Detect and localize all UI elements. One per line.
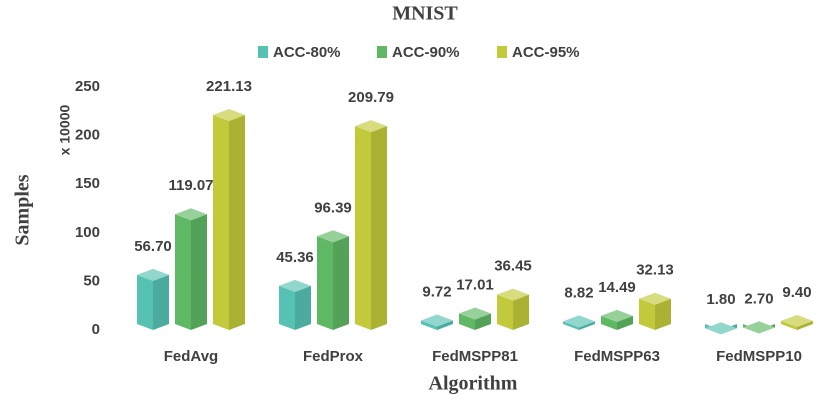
bar — [601, 309, 633, 330]
bar-top — [781, 314, 813, 327]
bar-top — [459, 307, 491, 320]
value-label: 2.70 — [744, 290, 773, 307]
bar-front — [213, 115, 229, 330]
legend-swatch — [258, 46, 268, 58]
bar — [563, 315, 595, 330]
bar-top — [497, 288, 529, 301]
legend-label: ACC-95% — [512, 44, 580, 61]
bar-side — [295, 285, 311, 330]
bar-top — [213, 109, 245, 122]
value-label: 119.07 — [168, 177, 213, 194]
bar-top — [317, 230, 349, 243]
bar-front — [317, 236, 333, 330]
bar-side — [655, 298, 671, 330]
x-tick-label: FedAvg — [164, 348, 218, 365]
value-label: 221.13 — [206, 78, 252, 95]
bar — [317, 230, 349, 330]
y-tick-label: 50 — [83, 272, 100, 289]
legend-swatch — [377, 46, 387, 58]
legend-label: ACC-90% — [392, 44, 460, 61]
y-tick-label: 250 — [75, 78, 100, 95]
bar-front — [459, 313, 475, 330]
bar-side — [153, 274, 169, 330]
x-tick-label: FedMSPP63 — [574, 348, 660, 365]
bar-top — [279, 279, 311, 292]
y-axis-label: Samples — [12, 174, 34, 245]
bar-side — [513, 294, 529, 330]
value-label: 9.72 — [422, 284, 451, 301]
bar-front — [137, 274, 153, 330]
bar — [213, 109, 245, 330]
bar-top — [705, 322, 737, 335]
y-tick-label: 150 — [75, 175, 100, 192]
bar-top — [421, 314, 453, 327]
bar — [459, 307, 491, 330]
y-tick-label: 100 — [75, 224, 100, 241]
legend-swatch — [497, 46, 507, 58]
bar-side — [229, 115, 245, 330]
bar-top — [355, 120, 387, 133]
bar-front — [497, 294, 513, 330]
value-label: 209.79 — [348, 89, 394, 106]
bar — [639, 292, 671, 330]
bar-side — [191, 214, 207, 330]
bar-top — [137, 268, 169, 281]
bar-front — [355, 126, 371, 330]
value-label: 96.39 — [314, 199, 352, 216]
y-tick-label: 200 — [75, 127, 100, 144]
bar-side — [579, 321, 595, 330]
bar — [279, 279, 311, 330]
bar-side — [797, 320, 813, 330]
x-tick-label: FedMSPP10 — [716, 348, 802, 365]
x-tick-label: FedMSPP81 — [432, 348, 518, 365]
value-label: 36.45 — [494, 258, 532, 275]
bar-front — [563, 321, 579, 330]
bar — [355, 120, 387, 330]
bar — [175, 208, 207, 330]
legend-label: ACC-80% — [273, 44, 341, 61]
y-tick-label: 0 — [92, 321, 100, 338]
bar — [421, 314, 453, 330]
bar — [743, 321, 775, 334]
bar-top — [601, 309, 633, 322]
bar-top — [175, 208, 207, 221]
value-label: 56.70 — [134, 238, 172, 255]
value-label: 17.01 — [456, 276, 494, 293]
value-label: 14.49 — [598, 279, 636, 296]
bar — [497, 288, 529, 330]
bar-front — [781, 320, 797, 330]
bar — [137, 268, 169, 330]
value-label: 9.40 — [782, 284, 811, 301]
bar-front — [175, 214, 191, 330]
chart-title: MNIST — [392, 3, 458, 25]
bar-side — [333, 236, 349, 330]
value-label: 8.82 — [564, 284, 593, 301]
bar-front — [421, 320, 437, 330]
bar — [705, 322, 737, 335]
bar-front — [601, 315, 617, 330]
bar — [781, 314, 813, 330]
value-label: 45.36 — [276, 249, 314, 266]
bar-top — [639, 292, 671, 305]
bar-side — [475, 313, 491, 330]
value-label: 32.13 — [636, 262, 674, 279]
bar-side — [617, 315, 633, 330]
bar-side — [437, 320, 453, 330]
x-tick-label: FedProx — [303, 348, 364, 365]
bar-front — [279, 285, 295, 330]
bar-top — [563, 315, 595, 328]
bar-side — [371, 126, 387, 330]
x-axis-label: Algorithm — [429, 373, 518, 395]
y-annotation: x 10000 — [57, 104, 73, 155]
value-label: 1.80 — [706, 291, 735, 308]
bar-top — [743, 321, 775, 334]
bar-front — [639, 298, 655, 330]
